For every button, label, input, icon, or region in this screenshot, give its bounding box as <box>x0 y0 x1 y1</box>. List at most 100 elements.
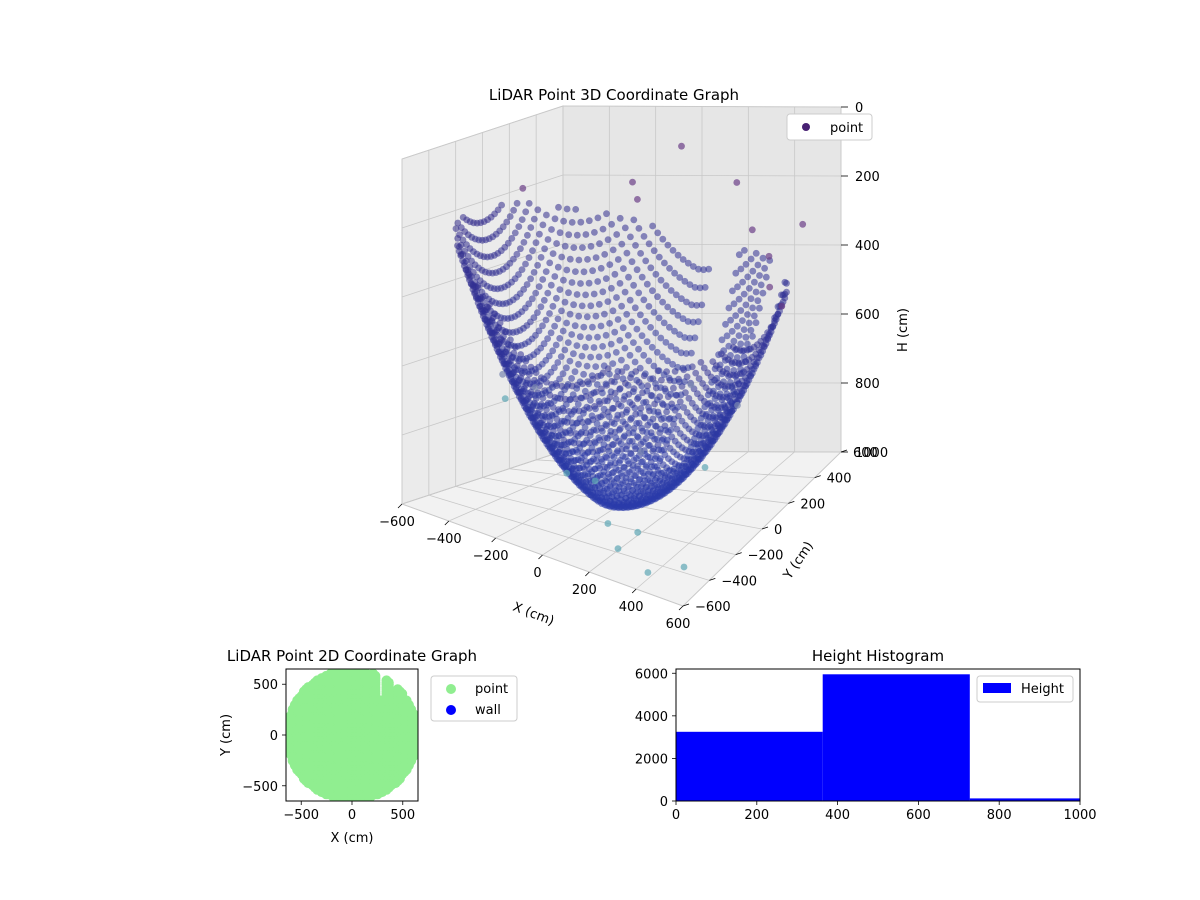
surface-point <box>701 427 709 434</box>
z-tick-label-3d: 1000 <box>855 446 888 461</box>
surface-point <box>523 281 531 288</box>
y-tick-label-3d: −600 <box>695 600 731 615</box>
surface-point <box>721 357 729 364</box>
x-tick-mark-3d <box>585 571 590 577</box>
surface-point <box>602 380 610 388</box>
surface-point <box>649 222 656 230</box>
surface-point <box>530 314 538 321</box>
surface-point <box>602 331 610 339</box>
surface-point <box>759 289 767 297</box>
surface-point <box>636 409 644 417</box>
surface-point <box>665 467 673 475</box>
surface-point <box>652 270 660 278</box>
surface-point <box>576 415 584 423</box>
surface-point <box>677 391 685 399</box>
x-tick-mark-3d <box>444 520 450 526</box>
surface-point <box>612 464 620 472</box>
surface-point <box>622 474 630 482</box>
scatter-point-3d <box>637 448 645 456</box>
surface-point <box>534 309 541 316</box>
surface-point <box>628 414 635 422</box>
surface-point <box>520 286 528 293</box>
surface-point <box>715 351 722 359</box>
surface-point <box>549 347 557 355</box>
surface-point <box>614 447 621 455</box>
surface-point <box>611 270 619 278</box>
surface-point <box>570 301 577 309</box>
gridline-z-back <box>562 243 842 246</box>
surface-point <box>548 226 555 233</box>
surface-point <box>694 318 702 326</box>
surface-point <box>660 414 668 422</box>
surface-point <box>626 296 634 304</box>
surface-point <box>619 375 627 383</box>
surface-point <box>740 353 748 361</box>
surface-point <box>771 314 778 322</box>
surface-point <box>642 257 650 265</box>
surface-point <box>633 376 641 384</box>
surface-point <box>696 284 704 292</box>
surface-point <box>706 399 714 407</box>
surface-point <box>494 206 502 214</box>
surface-point <box>674 403 681 411</box>
surface-point <box>728 384 736 391</box>
chart-3d-ticks: −600−400−2000200400600−600−400−200020040… <box>379 101 888 632</box>
surface-point <box>666 265 673 272</box>
surface-point <box>641 370 649 378</box>
surface-point <box>671 269 678 277</box>
surface-point <box>615 459 623 466</box>
surface-point <box>545 352 553 360</box>
surface-point <box>569 391 577 398</box>
surface-point <box>617 469 625 477</box>
surface-point <box>689 318 697 326</box>
surface-point <box>621 288 629 296</box>
surface-point <box>606 261 614 268</box>
surface-point <box>563 266 571 274</box>
surface-point <box>553 240 560 247</box>
surface-point <box>737 307 745 314</box>
surface-point <box>585 380 593 388</box>
y-tick-label-3d: 200 <box>800 497 825 512</box>
surface-point <box>600 362 608 370</box>
surface-point <box>585 334 593 341</box>
surface-point <box>704 391 712 399</box>
surface-point <box>620 265 627 272</box>
surface-point <box>610 453 618 461</box>
surface-point <box>524 231 531 239</box>
surface-point <box>693 302 701 309</box>
surface-point <box>595 300 603 308</box>
surface-point <box>749 333 756 340</box>
surface-point <box>631 304 639 312</box>
surface-point <box>647 375 654 383</box>
y-tick-mark-3d <box>709 577 716 581</box>
surface-point <box>604 397 611 405</box>
surface-point <box>647 324 654 331</box>
surface-point <box>594 214 602 222</box>
surface-point <box>750 312 758 320</box>
surface-point <box>653 463 661 471</box>
surface-point <box>635 225 643 232</box>
surface-point <box>464 253 472 260</box>
surface-point <box>670 415 678 423</box>
surface-point <box>677 349 685 357</box>
surface-point <box>578 302 586 310</box>
gridline-z-back <box>562 312 842 315</box>
surface-point <box>732 372 739 380</box>
surface-point <box>624 424 632 431</box>
scatter-point-3d <box>531 384 539 391</box>
surface-point <box>659 235 667 243</box>
surface-point <box>680 404 688 411</box>
surface-point <box>601 251 609 258</box>
z-tick-label-3d: 800 <box>855 377 880 392</box>
surface-point <box>618 302 625 310</box>
surface-point <box>728 327 736 335</box>
y-tick-label-hist: 6000 <box>635 667 668 682</box>
surface-point <box>740 326 748 333</box>
surface-point <box>710 387 717 395</box>
z-tick-label-3d: 600 <box>855 308 880 323</box>
surface-point <box>628 318 636 326</box>
x-tick-label-3d: 0 <box>533 566 541 581</box>
surface-point <box>681 277 689 285</box>
surface-point <box>721 385 729 392</box>
surface-point <box>587 242 595 250</box>
